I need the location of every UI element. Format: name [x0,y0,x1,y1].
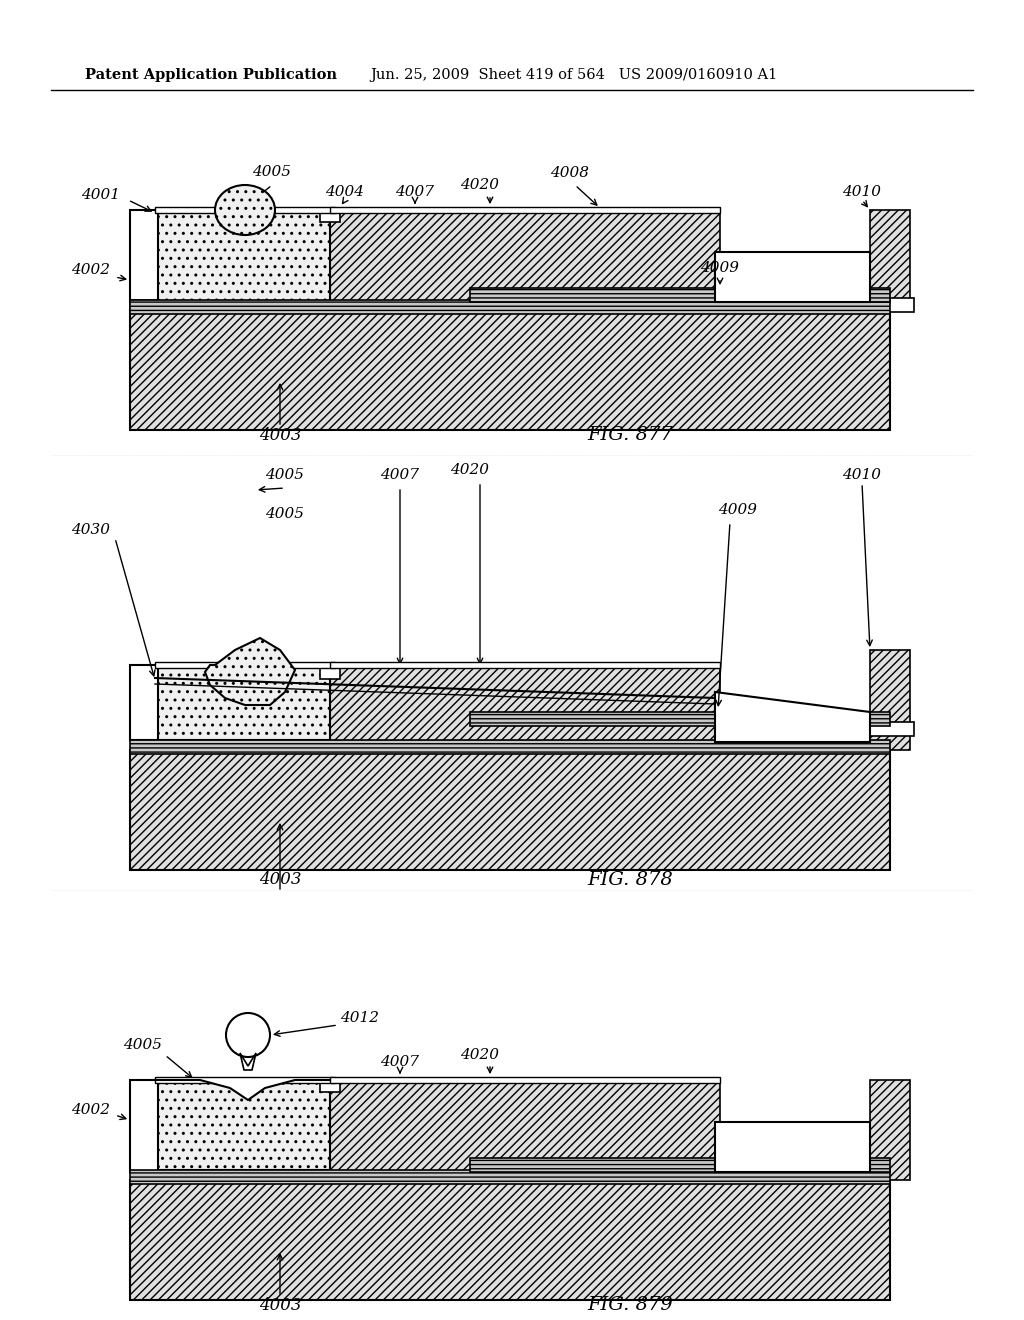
Bar [866,722,914,737]
Text: 4003: 4003 [259,1296,301,1313]
Bar [155,1080,330,1170]
Bar [130,665,158,741]
Text: Patent Application Publication: Patent Application Publication [85,69,337,82]
Text: 4002: 4002 [71,1104,110,1117]
Bar [130,310,890,430]
Bar [155,665,330,741]
Bar [155,207,335,213]
Text: 4001: 4001 [81,187,120,202]
Polygon shape [715,692,870,742]
Polygon shape [240,1053,256,1071]
Text: 4010: 4010 [843,185,882,199]
Bar [130,741,890,754]
Text: FIG. 879: FIG. 879 [587,1296,673,1313]
Text: 4005: 4005 [265,507,304,521]
Text: 4009: 4009 [718,503,757,517]
Text: 4012: 4012 [340,1011,379,1026]
Text: 4007: 4007 [381,1055,420,1069]
Text: 4005: 4005 [123,1038,162,1052]
Bar [470,711,890,726]
Text: 4005: 4005 [265,469,304,482]
Bar [470,288,890,302]
Bar [155,210,330,302]
Bar [330,1080,720,1172]
Bar [130,210,158,302]
Text: 4007: 4007 [395,185,434,199]
Text: 4002: 4002 [71,263,110,277]
Bar [130,300,158,310]
Bar [330,1077,720,1082]
Bar [330,663,720,668]
Text: 4003: 4003 [259,426,301,444]
Bar [155,210,330,310]
Text: 4008: 4008 [551,166,590,180]
Bar [866,298,914,312]
Text: 4003: 4003 [259,871,301,888]
Bar [155,663,335,668]
Bar [870,1080,910,1180]
Text: 4007: 4007 [381,469,420,482]
Text: 4005: 4005 [253,165,292,180]
Text: 4020: 4020 [461,178,500,191]
Bar [715,252,870,302]
Bar [330,665,720,742]
Text: 4020: 4020 [451,463,489,477]
Bar [470,1158,890,1172]
Bar [870,649,910,750]
Bar [319,1080,340,1092]
Bar [715,1122,870,1172]
Polygon shape [205,638,295,705]
Text: 4010: 4010 [843,469,882,482]
Text: 4004: 4004 [326,185,365,199]
Bar [130,1170,890,1184]
Ellipse shape [215,185,275,235]
Text: 4009: 4009 [700,261,739,275]
Polygon shape [155,1080,330,1100]
Bar [155,1077,335,1082]
Bar [870,210,910,310]
Text: 4030: 4030 [71,523,110,537]
Circle shape [226,1012,270,1057]
Bar [319,665,340,678]
Text: Jun. 25, 2009  Sheet 419 of 564   US 2009/0160910 A1: Jun. 25, 2009 Sheet 419 of 564 US 2009/0… [370,69,777,82]
Text: 4020: 4020 [461,1048,500,1063]
Bar [130,1180,890,1300]
Bar [319,210,340,222]
Bar [330,210,720,302]
Bar [130,300,890,314]
Text: FIG. 877: FIG. 877 [587,426,673,444]
Bar [130,750,890,870]
Text: FIG. 878: FIG. 878 [587,871,673,888]
Bar [130,1080,158,1172]
Bar [330,207,720,213]
